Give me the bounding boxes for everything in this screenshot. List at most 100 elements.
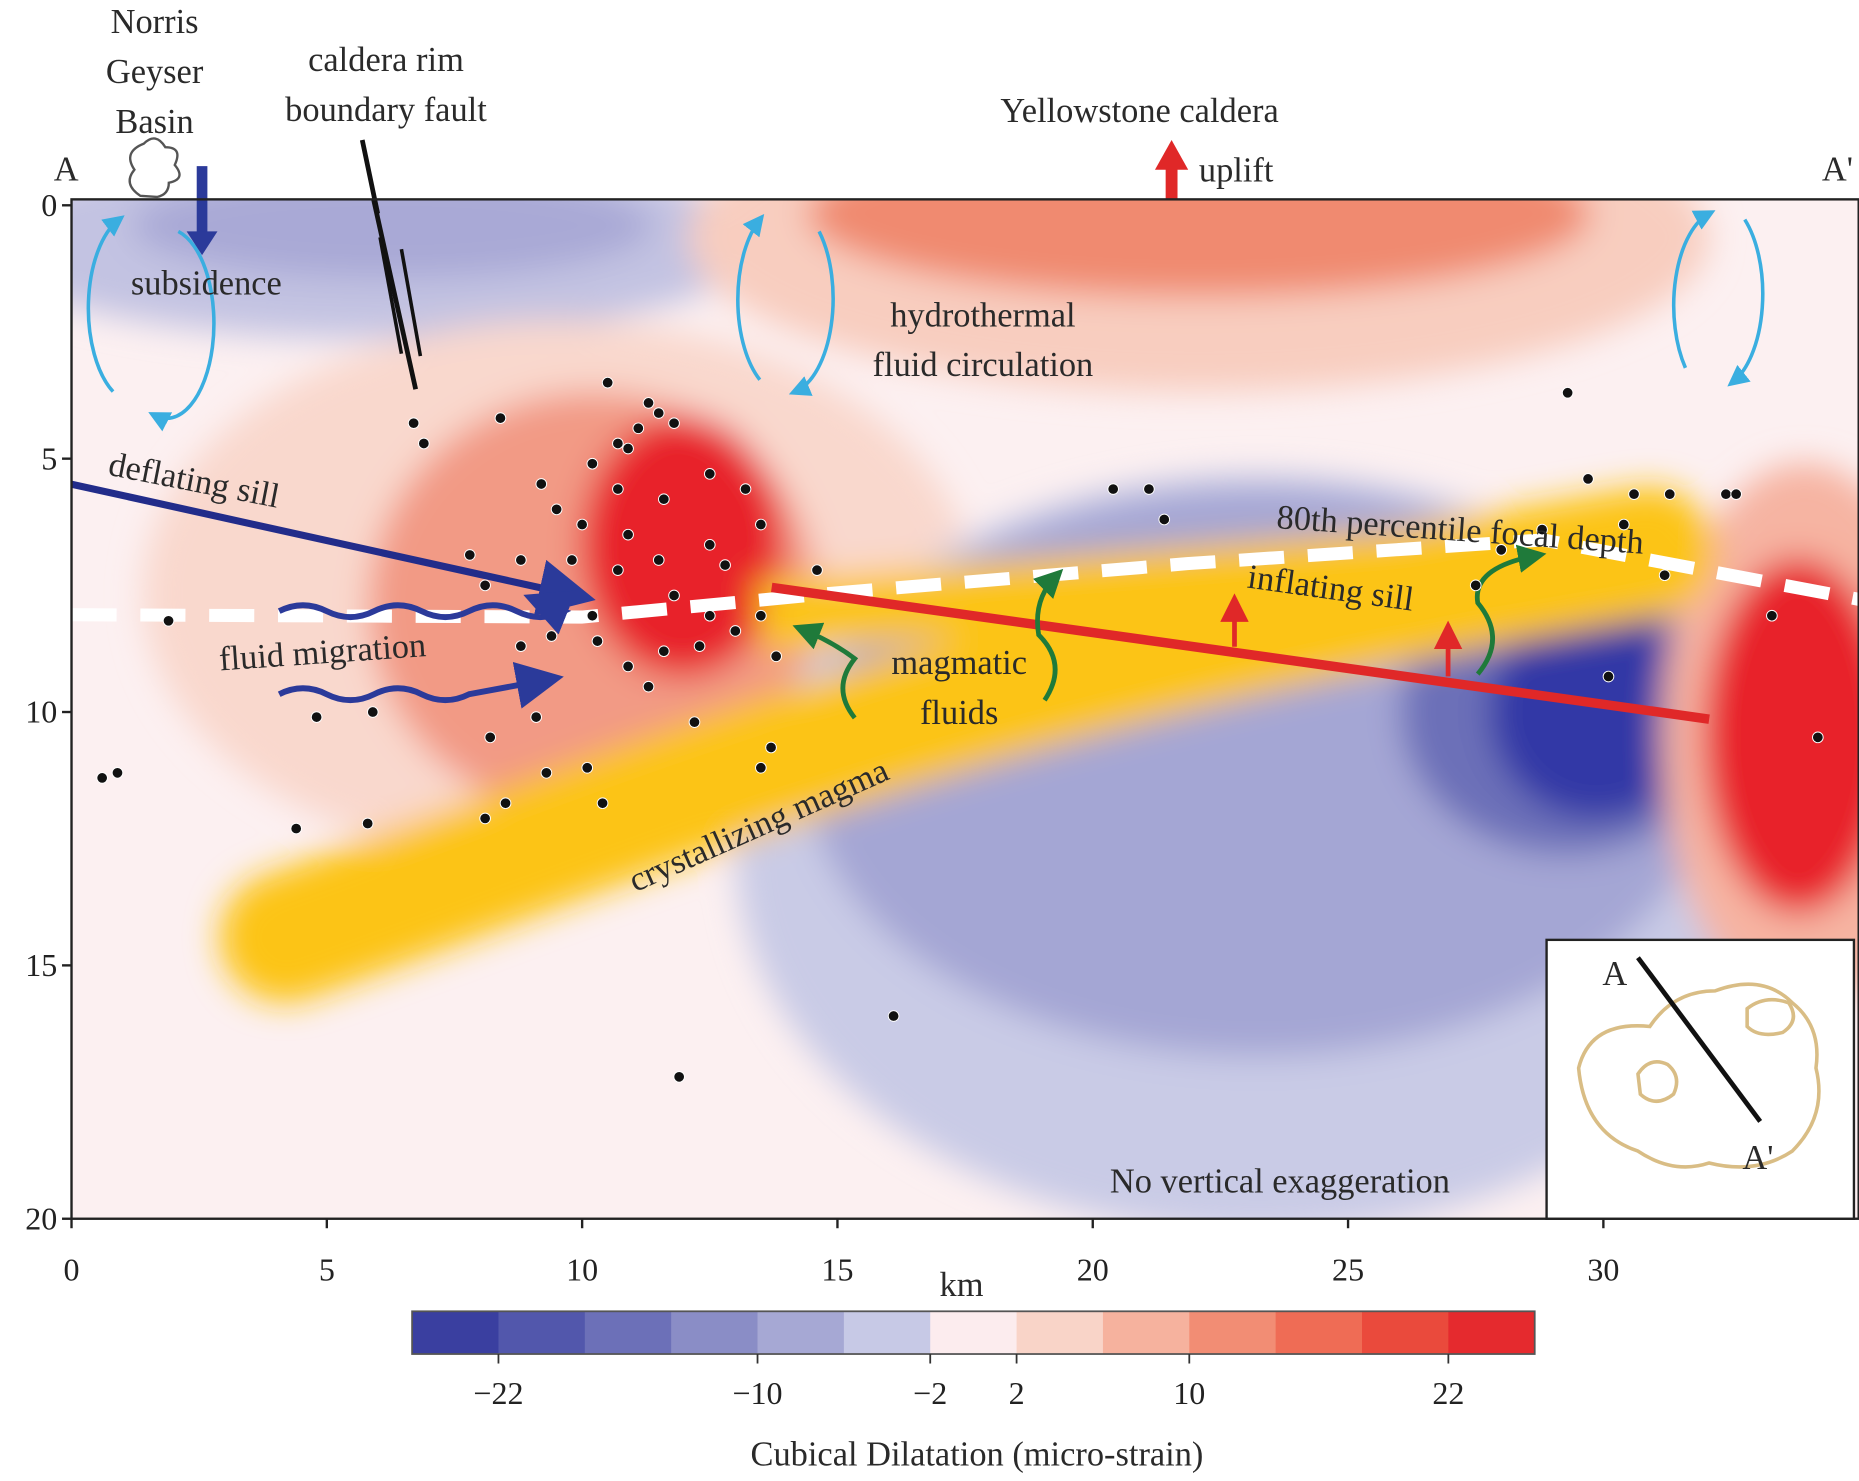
earthquake — [652, 407, 665, 419]
section-label: A' — [1822, 150, 1853, 188]
x-tick-label: 5 — [319, 1251, 335, 1287]
annotation: fluids — [920, 694, 998, 732]
earthquake — [658, 645, 670, 658]
colorbar-swatch — [1016, 1311, 1104, 1355]
earthquake — [1107, 483, 1119, 495]
annotation: hydrothermal — [890, 296, 1075, 334]
colorbar-tick-label: 2 — [1009, 1375, 1025, 1411]
colorbar-swatch — [412, 1311, 500, 1355]
x-tick-label: 10 — [566, 1251, 598, 1287]
axes: 0 5 10 15 20 25 30 0 5 10 15 20 — [25, 187, 1619, 1287]
fault-slip — [399, 248, 423, 357]
focal-depth-line — [71, 533, 1859, 624]
annotation: fluid circulation — [873, 346, 1094, 384]
earthquake — [1766, 609, 1778, 622]
caldera-outline — [1576, 982, 1821, 1169]
fluid-arrow — [1474, 544, 1547, 676]
earthquake — [545, 630, 558, 642]
earthquake — [658, 493, 670, 506]
migration-arrow — [277, 661, 564, 709]
dilatation-field — [71, 199, 1859, 1219]
earthquake — [693, 640, 706, 652]
annotation: subsidence — [131, 264, 282, 302]
earthquake — [550, 503, 563, 516]
earthquake — [1617, 518, 1630, 531]
earthquake — [622, 528, 634, 541]
earthquake — [1730, 488, 1742, 500]
earthquake — [361, 817, 374, 830]
earthquake — [535, 478, 548, 490]
earthquake — [162, 614, 175, 627]
inset-map: A A' — [1545, 938, 1856, 1220]
colorbar-tick-label: 10 — [1173, 1375, 1205, 1411]
circulation-arrow — [1727, 218, 1765, 387]
earthquake — [703, 468, 716, 480]
colorbar-swatch — [1189, 1311, 1277, 1355]
earthquake — [811, 564, 823, 576]
earthquake — [499, 797, 512, 810]
colorbar-swatch — [843, 1311, 931, 1355]
earthquake — [755, 518, 767, 531]
earthquake — [1658, 569, 1671, 582]
deflating-sill — [71, 480, 596, 616]
inset-label: A' — [1742, 1139, 1773, 1177]
earthquake — [642, 680, 655, 693]
earthquake — [668, 589, 680, 602]
colorbar-frame — [411, 1310, 1536, 1355]
fault-slip — [378, 237, 404, 354]
earthquake — [612, 437, 624, 450]
subsidence-arrowhead — [186, 231, 218, 256]
earthquake — [719, 559, 731, 571]
earthquake — [515, 554, 527, 566]
earthquake — [688, 716, 701, 728]
earthquake — [463, 549, 476, 561]
y-tick-label: 15 — [25, 947, 57, 983]
earthquake — [96, 772, 108, 784]
earthquake — [729, 625, 742, 637]
annotation: uplift — [1199, 152, 1274, 190]
colorbar-swatch — [757, 1311, 845, 1355]
annotation: Norris — [111, 3, 199, 41]
earthquake — [703, 538, 716, 551]
inflating-sill — [771, 582, 1710, 724]
y-tick-label: 5 — [41, 440, 57, 476]
earthquake — [887, 1010, 900, 1022]
uplift-arrowhead — [1154, 140, 1189, 170]
colorbar-swatch — [498, 1311, 586, 1355]
earthquake — [673, 1071, 685, 1083]
earthquake — [1628, 488, 1640, 500]
earthquake — [366, 706, 379, 718]
migration-arrow — [277, 590, 577, 635]
x-tick-label: 0 — [64, 1251, 80, 1287]
earthquake — [1812, 731, 1824, 744]
earthquake — [111, 767, 124, 779]
earthquake — [591, 635, 604, 647]
colorbar-tick-label: −22 — [473, 1375, 523, 1411]
earthquake — [479, 579, 491, 592]
earthquake — [1602, 670, 1615, 683]
earthquake — [622, 442, 634, 455]
earthquake — [581, 761, 594, 774]
earthquakes — [96, 376, 1824, 1083]
earthquake — [310, 711, 323, 723]
x-tick-label: 30 — [1587, 1251, 1619, 1287]
y-tick-label: 10 — [25, 694, 57, 730]
earthquake — [765, 741, 777, 754]
x-axis-label: km — [940, 1266, 984, 1304]
section-label: A — [54, 150, 79, 188]
colorbar-swatch — [1102, 1311, 1190, 1355]
annotation: caldera rim — [308, 41, 464, 79]
circulation-arrow — [1671, 210, 1716, 369]
earthquake — [1582, 473, 1594, 485]
earthquake — [418, 437, 430, 450]
annotation: Basin — [115, 103, 193, 141]
circulation-arrow — [86, 215, 125, 393]
colorbar-tick-label: −10 — [732, 1375, 782, 1411]
earthquake — [1158, 513, 1171, 526]
colorbar-tick-label: −2 — [913, 1375, 947, 1411]
fault-line — [371, 199, 418, 390]
circulation-arrow — [788, 230, 835, 396]
earthquake — [612, 483, 624, 495]
earthquake — [530, 711, 542, 723]
